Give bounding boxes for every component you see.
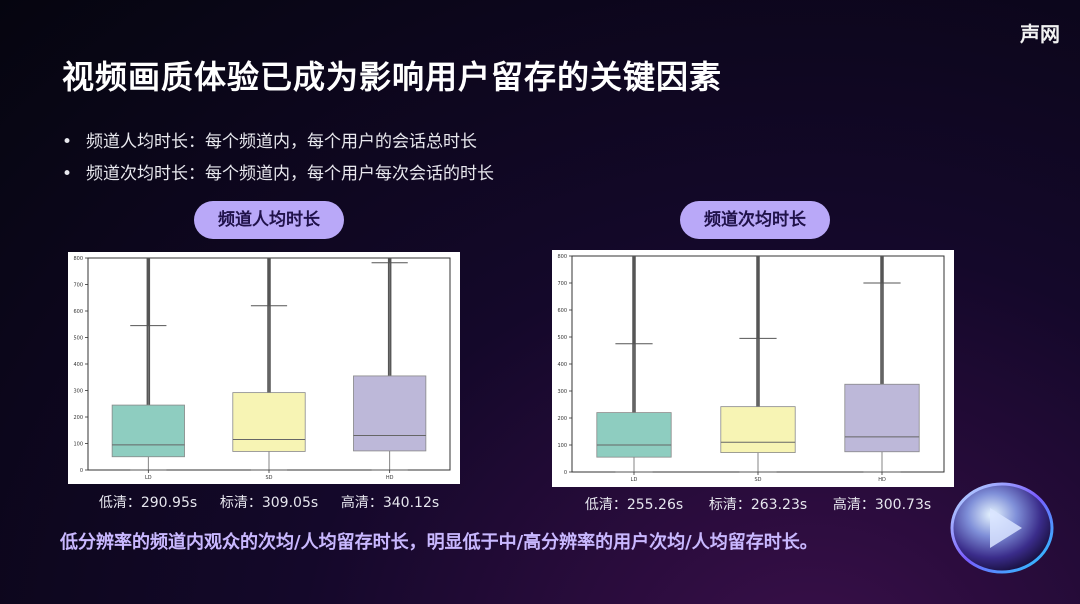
y-tick-label: 300 xyxy=(73,389,83,395)
y-tick-label: 800 xyxy=(557,254,567,260)
bullet-dot: • xyxy=(62,164,73,184)
y-tick-label: 0 xyxy=(80,468,83,474)
right-chart-means: 低清：255.26s 标清：263.23s 高清：300.73s xyxy=(552,494,954,514)
left-chart-means: 低清：290.95s 标清：309.05s 高清：340.12s xyxy=(68,492,460,512)
right-box-plot: 0 100 200 300 400 500 600 700 800 LD SD HD xyxy=(557,254,945,483)
y-tick-label: 600 xyxy=(557,308,567,314)
y-tick-label: 600 xyxy=(73,309,83,315)
definition-text: 频道次均时长：每个频道内，每个用户每次会话的时长 xyxy=(86,164,494,184)
y-tick-label: 400 xyxy=(557,362,567,368)
y-tick-label: 700 xyxy=(557,281,567,287)
mean-sd: 标清：309.05s xyxy=(219,495,319,511)
right-chart-label-pill: 频道次均时长 xyxy=(680,201,830,239)
box-sd xyxy=(232,392,306,452)
y-tick-label: 100 xyxy=(73,442,83,448)
decorative-play-orb-icon xyxy=(950,482,1054,574)
x-tick-label: LD xyxy=(145,475,152,481)
y-tick-label: 200 xyxy=(557,416,567,422)
mean-hd: 高清：340.12s xyxy=(340,495,440,511)
mean-ld: 低清：290.95s xyxy=(98,495,198,511)
mean-hd: 高清：300.73s xyxy=(832,497,932,513)
left-box-plot: 0 100 200 300 400 500 600 700 800 LD SD HD xyxy=(73,256,451,481)
definition-text: 频道人均时长：每个频道内，每个用户的会话总时长 xyxy=(86,132,477,152)
mean-sd: 标清：263.23s xyxy=(708,497,808,513)
x-tick-label: SD xyxy=(754,477,761,483)
conclusion-text: 低分辨率的频道内观众的次均/人均留存时长，明显低于中/高分辨率的用户次均/人均留… xyxy=(60,532,818,553)
y-tick-label: 100 xyxy=(557,443,567,449)
left-chart-label-pill: 频道人均时长 xyxy=(194,201,344,239)
y-tick-label: 500 xyxy=(73,336,83,342)
y-tick-label: 500 xyxy=(557,335,567,341)
x-tick-label: HD xyxy=(878,477,886,483)
box-ld xyxy=(596,412,672,458)
y-tick-label: 700 xyxy=(73,283,83,289)
right-chart-card: 0 100 200 300 400 500 600 700 800 LD SD HD xyxy=(552,250,954,487)
box-ld xyxy=(111,404,185,458)
page-title: 视频画质体验已成为影响用户留存的关键因素 xyxy=(62,58,723,96)
x-tick-label: LD xyxy=(631,477,638,483)
x-tick-label: HD xyxy=(386,475,394,481)
y-tick-label: 400 xyxy=(73,362,83,368)
bullet-dot: • xyxy=(62,132,73,152)
y-tick-label: 200 xyxy=(73,415,83,421)
definition-item-per-session: • 频道次均时长：每个频道内，每个用户每次会话的时长 xyxy=(62,158,494,190)
box-hd xyxy=(353,375,427,452)
y-tick-label: 800 xyxy=(73,256,83,262)
brand-logo-text: 声网 xyxy=(1020,22,1060,46)
x-tick-label: SD xyxy=(265,475,272,481)
box-sd xyxy=(720,406,796,453)
mean-ld: 低清：255.26s xyxy=(584,497,684,513)
box-hd xyxy=(844,383,920,453)
definition-list: • 频道人均时长：每个频道内，每个用户的会话总时长 • 频道次均时长：每个频道内，每… xyxy=(62,126,494,190)
y-tick-label: 300 xyxy=(557,389,567,395)
left-chart-card: 0 100 200 300 400 500 600 700 800 LD SD HD xyxy=(68,252,460,484)
definition-item-per-user: • 频道人均时长：每个频道内，每个用户的会话总时长 xyxy=(62,126,494,158)
y-tick-label: 0 xyxy=(564,470,567,476)
